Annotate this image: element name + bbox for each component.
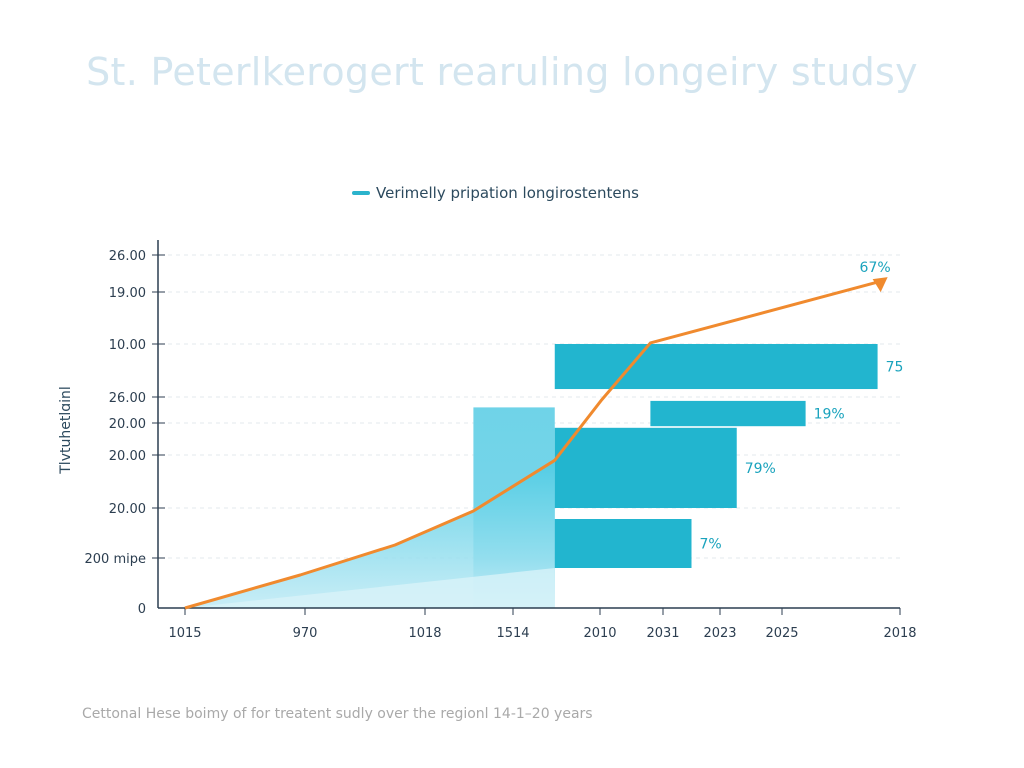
bar-label: 7% xyxy=(700,537,722,553)
legend-swatch xyxy=(352,191,370,195)
bar-label: 75 xyxy=(886,360,904,376)
y-tick-label: 20.00 xyxy=(109,417,146,432)
y-tick-label: 20.00 xyxy=(109,502,146,517)
x-tick-label: 2025 xyxy=(765,626,798,641)
area-fill xyxy=(185,460,555,608)
bar xyxy=(650,400,806,427)
chart-caption: Cettonal Hese boimy of for treatent sudl… xyxy=(82,706,593,722)
trend-line xyxy=(184,278,886,610)
legend-label: Verimelly pripation longirostentens xyxy=(376,184,639,202)
y-tick-label: 19.00 xyxy=(109,286,146,301)
y-tick-label: 26.00 xyxy=(109,391,146,406)
arrowhead-icon xyxy=(872,277,888,293)
bar-label: 79% xyxy=(745,461,776,477)
y-tick-label: 200 mipe xyxy=(85,552,146,567)
x-tick-label: 970 xyxy=(293,626,318,641)
y-tick-label: 26.00 xyxy=(109,249,146,264)
x-tick-label: 1018 xyxy=(408,626,441,641)
x-tick-label: 1015 xyxy=(168,626,201,641)
bar xyxy=(554,519,692,568)
bar xyxy=(554,344,878,390)
x-tick-label: 2018 xyxy=(883,626,916,641)
line-end-label: 67% xyxy=(860,260,891,276)
y-axis-label: Tlvtuhetlɑinl xyxy=(58,386,74,475)
y-tick-label: 20.00 xyxy=(109,449,146,464)
x-tick-label: 2031 xyxy=(646,626,679,641)
legend: Verimelly pripation longirostentens xyxy=(352,184,639,202)
x-tick-label: 2010 xyxy=(583,626,616,641)
bar-label: 19% xyxy=(814,407,845,423)
chart-title: St. Peterlkerogert rearuling longeiry st… xyxy=(86,50,918,94)
x-tick-label: 1514 xyxy=(496,626,529,641)
bar xyxy=(554,427,737,508)
y-tick-label: 10.00 xyxy=(109,338,146,353)
area-lower-fill xyxy=(185,568,555,608)
y-tick-label: 0 xyxy=(138,602,146,617)
x-tick-label: 2023 xyxy=(703,626,736,641)
